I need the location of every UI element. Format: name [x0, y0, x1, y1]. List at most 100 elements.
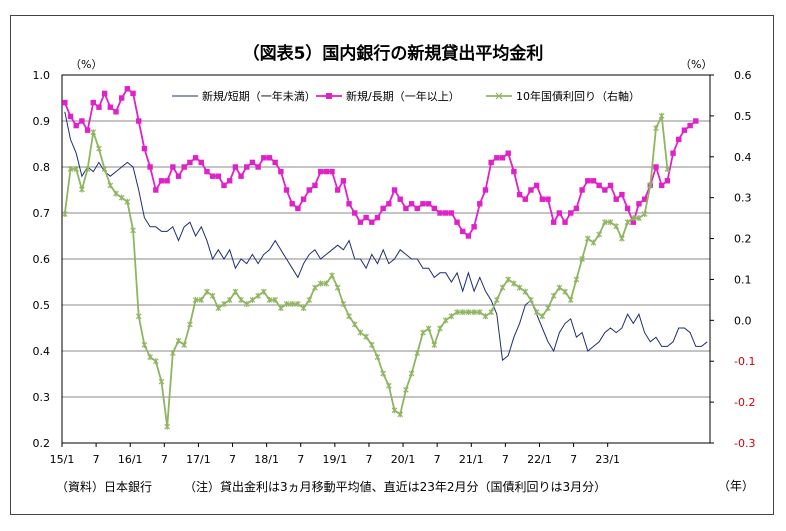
- series-point-2: [300, 305, 307, 312]
- y-left-tick-label: 0.6: [33, 253, 51, 266]
- series-point-1: [380, 205, 386, 212]
- series-point-2: [420, 329, 426, 336]
- series-point-2: [135, 313, 142, 320]
- left-axis-unit: （%）: [70, 58, 102, 71]
- series-point-1: [471, 224, 477, 230]
- series-point-2: [198, 296, 205, 303]
- x-tick-label: 7: [161, 453, 168, 466]
- series-point-2: [425, 325, 432, 332]
- series-point-2: [539, 313, 546, 320]
- series-point-1: [346, 201, 352, 207]
- series-point-1: [79, 118, 85, 124]
- series-lines: [62, 86, 708, 430]
- series-point-1: [306, 187, 312, 193]
- series-point-2: [238, 296, 244, 303]
- series-point-1: [499, 155, 506, 161]
- series-point-2: [613, 223, 620, 230]
- x-tick-label: 7: [365, 453, 372, 466]
- series-point-1: [607, 182, 614, 189]
- series-point-2: [476, 309, 483, 316]
- y-left-tick-label: 0.4: [33, 345, 51, 358]
- series-point-1: [522, 196, 528, 202]
- series-point-2: [545, 305, 551, 312]
- series-point-2: [499, 284, 506, 291]
- legend-label-0: 新規/短期（一年未満）: [202, 89, 316, 103]
- series-point-1: [482, 187, 489, 193]
- legend: 新規/短期（一年未満） 新規/長期（一年以上） 10年国債利回り（右軸）: [172, 89, 640, 103]
- series-point-2: [243, 300, 250, 307]
- series-point-1: [454, 219, 460, 225]
- series-point-1: [255, 164, 261, 170]
- series-point-2: [255, 292, 261, 299]
- series-point-1: [147, 164, 153, 170]
- series-point-1: [420, 201, 426, 207]
- series-point-2: [317, 280, 324, 287]
- series-point-2: [664, 166, 671, 173]
- series-point-1: [528, 187, 534, 193]
- series-point-2: [232, 288, 239, 295]
- series-point-1: [329, 168, 335, 175]
- series-point-1: [431, 205, 438, 212]
- x-tick-label: 20/1: [391, 453, 416, 466]
- series-point-1: [624, 205, 631, 212]
- series-point-2: [414, 350, 421, 357]
- series-point-2: [448, 313, 455, 320]
- series-point-1: [374, 214, 381, 221]
- series-point-2: [391, 407, 398, 414]
- x-tick-label: 15/1: [50, 453, 75, 466]
- series-point-2: [528, 296, 534, 303]
- plot-area: [61, 74, 711, 444]
- series-point-1: [670, 150, 676, 156]
- series-point-2: [329, 272, 335, 279]
- series-point-1: [562, 219, 568, 225]
- series-point-1: [141, 145, 148, 152]
- series-point-1: [556, 210, 563, 216]
- series-point-2: [357, 329, 364, 336]
- series-point-2: [118, 194, 125, 201]
- series-point-1: [516, 191, 523, 198]
- series-point-2: [522, 288, 529, 295]
- x-tick-label: 7: [570, 453, 577, 466]
- y-left-tick-label: 0.5: [33, 299, 51, 312]
- y-left-tick-label: 0.3: [33, 391, 51, 404]
- series-point-1: [357, 219, 364, 225]
- series-point-2: [641, 211, 648, 218]
- series-point-1: [136, 118, 142, 124]
- series-point-1: [198, 159, 204, 166]
- series-point-1: [630, 219, 636, 225]
- series-point-2: [323, 280, 330, 287]
- series-point-1: [175, 173, 182, 179]
- y-right-tick-label: 0.1: [734, 273, 752, 286]
- series-point-1: [130, 90, 136, 97]
- series-point-1: [425, 201, 432, 207]
- series-point-2: [459, 309, 466, 316]
- series-point-1: [539, 196, 546, 202]
- series-point-2: [209, 292, 216, 299]
- y-right-tick-label: -0.3: [734, 437, 755, 450]
- series-point-2: [62, 211, 68, 218]
- series-point-1: [687, 122, 693, 129]
- series-point-1: [460, 228, 466, 235]
- series-point-1: [90, 99, 96, 106]
- series-point-2: [73, 166, 80, 173]
- series-point-1: [96, 104, 102, 110]
- series-point-1: [386, 201, 392, 207]
- series-point-1: [494, 155, 500, 161]
- chart-frame: [10, 15, 774, 515]
- legend-label-2: 10年国債利回り（右軸）: [516, 89, 640, 103]
- series-point-2: [516, 284, 523, 291]
- series-point-1: [352, 210, 358, 216]
- series-point-2: [567, 296, 574, 303]
- legend-marker-2: [495, 92, 503, 100]
- series-point-1: [579, 187, 585, 193]
- series-point-1: [153, 187, 159, 193]
- series-point-2: [562, 288, 568, 295]
- series-point-1: [272, 159, 278, 166]
- series-point-2: [170, 350, 176, 357]
- series-point-2: [187, 321, 193, 328]
- series-point-1: [317, 168, 324, 175]
- series-point-1: [488, 159, 494, 166]
- series-point-2: [113, 190, 119, 197]
- series-point-2: [351, 321, 358, 328]
- y-left-tick-label: 0.9: [33, 115, 51, 128]
